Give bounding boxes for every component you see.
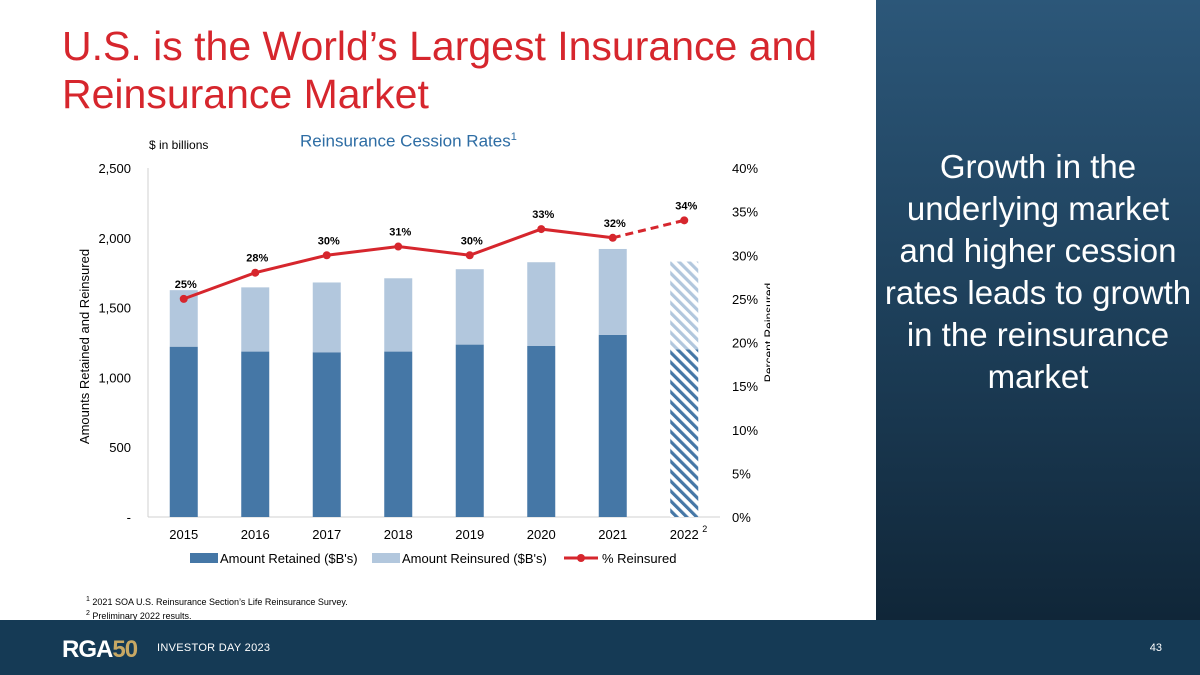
data-label-percent-2015: 25% [175,279,197,291]
point-percent-2018 [394,242,403,251]
y-right-tick-label: 35% [732,205,758,220]
data-label-percent-2022: 34% [675,200,697,212]
legend-label-reinsured: Amount Reinsured ($B's) [402,551,547,566]
side-panel-text: Growth in the underlying market and high… [884,148,1192,395]
y-left-tick-label: - [127,510,131,525]
rga-logo: RGA50 [62,636,138,664]
bar-retained-2020 [527,345,556,517]
y-left-axis-title: Amounts Retained and Reinsured [77,249,92,444]
data-label-percent-2021: 32% [604,218,626,230]
y-right-tick-label: 0% [732,510,751,525]
bar-reinsured-2022 [670,261,699,350]
point-percent-2019 [465,251,474,260]
footer-label: INVESTOR DAY 2023 [157,642,271,654]
bar-reinsured-2017 [312,282,341,353]
point-percent-2016 [251,268,260,277]
y-right-tick-label: 10% [732,423,758,438]
data-label-percent-2017: 30% [318,235,340,247]
bar-retained-2021 [598,334,627,517]
side-panel: Growth in the underlying market and high… [876,0,1200,620]
legend-label-retained: Amount Retained ($B's) [220,551,358,566]
x-tick-label-2022: 2022 [670,527,699,542]
data-label-percent-2019: 30% [461,235,483,247]
x-tick-label-2015: 2015 [169,527,198,542]
page-number: 43 [1149,642,1162,654]
point-percent-2017 [322,251,331,260]
point-percent-2022 [680,216,689,225]
bar-reinsured-2016 [241,287,270,352]
x-tick-label-2018: 2018 [384,527,413,542]
footnote-2-mark: 2 [86,610,90,617]
y-right-tick-label: 30% [732,248,758,263]
bar-reinsured-2018 [384,278,413,352]
y-left-tick-label: 2,000 [98,231,131,246]
x-tick-label-2016: 2016 [241,527,270,542]
point-percent-2015 [179,294,188,303]
units-label: $ in billions [149,138,209,152]
y-right-axis-title: Percent Reinsured [762,283,770,382]
footnote-1-text: 2021 SOA U.S. Reinsurance Section’s Life… [92,597,348,607]
bar-reinsured-2019 [455,269,484,345]
legend-swatch-reinsured [372,553,400,563]
bar-reinsured-2021 [598,248,627,335]
bar-retained-2015 [169,346,198,517]
y-left-tick-label: 500 [109,440,131,455]
y-right-tick-label: 20% [732,336,758,351]
x-tick-label-2019: 2019 [455,527,484,542]
footnote-2: 2 Preliminary 2022 results. [86,608,348,622]
y-left-tick-label: 1,500 [98,301,131,316]
footnote-1-mark: 1 [86,596,90,603]
reinsurance-chart: - 500 1,000 1,500 2,000 2,500 0% 5% 10% 15% 20% 25%… [77,161,770,566]
bar-retained-2017 [312,352,341,517]
point-percent-2020 [537,225,546,234]
x-tick-label-2017: 2017 [312,527,341,542]
point-percent-2021 [608,233,617,242]
y-right-tick-label: 15% [732,379,758,394]
footer-bar [0,620,1200,675]
footnotes: 1 2021 SOA U.S. Reinsurance Section’s Li… [86,594,348,622]
logo-text: RGA [62,636,113,663]
bar-retained-2018 [384,351,413,517]
legend-swatch-retained [190,553,218,563]
footnote-2-text: Preliminary 2022 results. [92,611,192,621]
y-left-tick-label: 1,000 [98,370,131,385]
slide-title: U.S. is the World’s Largest Insurance an… [62,23,818,117]
x-tick-label-2021: 2021 [598,527,627,542]
chart-heading-footnote-mark: 1 [510,131,517,143]
legend-swatch-percent-marker [577,554,585,562]
y-right-tick-label: 25% [732,292,758,307]
y-right-tick-label: 5% [732,466,751,481]
data-label-percent-2020: 33% [532,209,554,221]
bar-retained-2016 [241,351,270,517]
y-right-tick-label: 40% [732,161,758,176]
footnote-1: 1 2021 SOA U.S. Reinsurance Section’s Li… [86,594,348,608]
chart-heading-text: Reinsurance Cession Rates [300,131,511,151]
bar-retained-2019 [455,344,484,517]
x-tick-footnote-mark: 2 [702,524,707,534]
chart-heading: Reinsurance Cession Rates1 [300,131,517,152]
legend-label-percent: % Reinsured [602,551,676,566]
x-tick-label-2020: 2020 [527,527,556,542]
data-label-percent-2018: 31% [389,227,411,239]
bar-reinsured-2020 [527,262,556,346]
bar-retained-2022 [670,349,699,517]
y-left-tick-label: 2,500 [98,161,131,176]
logo-50-mark: 50 [112,636,138,663]
data-label-percent-2016: 28% [246,253,268,265]
